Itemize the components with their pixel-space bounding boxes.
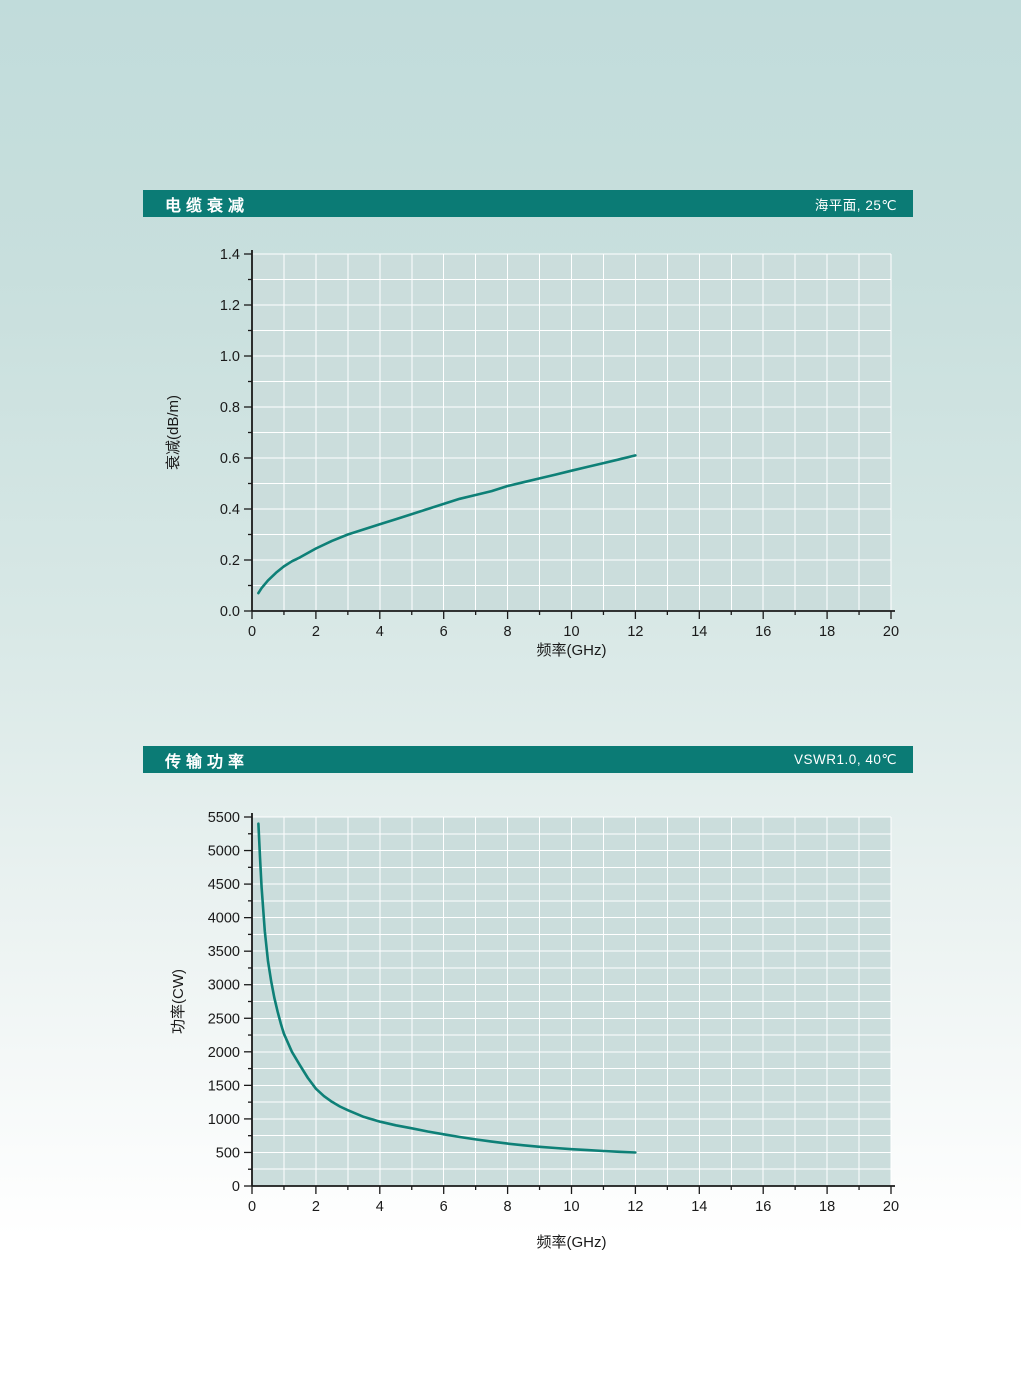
power-x-tick-label: 14	[691, 1199, 707, 1215]
power-x-tick-label: 20	[883, 1199, 899, 1215]
attenuation-y-tick-label: 0.4	[220, 502, 240, 518]
power-x-tick-label: 0	[248, 1199, 256, 1215]
attenuation-y-tick-label: 1.4	[220, 247, 240, 263]
power-x-tick-label: 16	[755, 1199, 771, 1215]
attenuation-title: 电缆衰减	[165, 197, 250, 215]
attenuation-tick-labels: 0 2 4 6 8 10 12 14 16 18 20 0.0 0.2 0.4 0.6 0.8 1.0 1.2 1.…	[220, 247, 899, 640]
power-chart-svg: 0 2 4 6 8 10 12 14 16 18 20 0 500 1000 1500 2000 2500 300…	[170, 810, 899, 1251]
attenuation-x-tick-label: 2	[312, 624, 320, 640]
power-y-tick-label: 500	[216, 1145, 240, 1161]
attenuation-x-tick-label: 8	[504, 624, 512, 640]
power-y-axis-title: 功率(CW)	[170, 969, 187, 1034]
attenuation-x-tick-label: 14	[691, 624, 707, 640]
attenuation-x-tick-label: 0	[248, 624, 256, 640]
attenuation-header-bar: 电缆衰减 海平面, 25℃	[143, 190, 913, 217]
power-y-tick-label: 1000	[208, 1112, 240, 1128]
power-y-tick-label: 2500	[208, 1011, 240, 1027]
power-y-tick-label: 3500	[208, 944, 240, 960]
power-gridlines	[252, 816, 892, 1186]
power-x-tick-label: 4	[376, 1199, 384, 1215]
power-x-tick-label: 12	[627, 1199, 643, 1215]
power-x-axis-title: 频率(GHz)	[537, 1234, 607, 1251]
attenuation-y-tick-label: 0.8	[220, 400, 240, 416]
power-x-tick-label: 10	[563, 1199, 579, 1215]
attenuation-y-tick-label: 0.0	[220, 604, 240, 620]
power-ticks	[244, 816, 892, 1194]
attenuation-x-tick-label: 4	[376, 624, 384, 640]
attenuation-y-tick-label: 1.0	[220, 349, 240, 365]
attenuation-x-tick-label: 6	[440, 624, 448, 640]
power-y-tick-label: 5000	[208, 844, 240, 860]
attenuation-x-axis-title: 频率(GHz)	[537, 642, 607, 659]
attenuation-axes	[251, 250, 895, 612]
attenuation-x-tick-label: 16	[755, 624, 771, 640]
attenuation-y-axis-title: 衰减(dB/m)	[165, 395, 182, 470]
power-y-tick-label: 3000	[208, 978, 240, 994]
power-tick-labels: 0 2 4 6 8 10 12 14 16 18 20 0 500 1000 1500 2000 2500 300…	[208, 810, 899, 1215]
power-y-tick-label: 4000	[208, 911, 240, 927]
attenuation-chart: 0 2 4 6 8 10 12 14 16 18 20 0.0 0.2 0.4 0.6 0.8 1.0 1.2 1.…	[150, 240, 920, 675]
attenuation-chart-svg: 0 2 4 6 8 10 12 14 16 18 20 0.0 0.2 0.4 0.6 0.8 1.0 1.2 1.…	[165, 247, 899, 659]
attenuation-x-tick-label: 12	[627, 624, 643, 640]
attenuation-curve	[257, 454, 637, 595]
attenuation-y-tick-label: 0.6	[220, 451, 240, 467]
power-axes	[251, 813, 895, 1187]
power-title: 传输功率	[165, 753, 250, 771]
attenuation-x-tick-label: 20	[883, 624, 899, 640]
power-x-tick-label: 8	[504, 1199, 512, 1215]
power-chart: 0 2 4 6 8 10 12 14 16 18 20 0 500 1000 1500 2000 2500 300…	[150, 800, 920, 1265]
power-y-tick-label: 2000	[208, 1045, 240, 1061]
attenuation-x-tick-label: 10	[563, 624, 579, 640]
attenuation-y-tick-label: 1.2	[220, 298, 240, 314]
power-header-bar: 传输功率 VSWR1.0, 40℃	[143, 746, 913, 773]
attenuation-ticks	[244, 253, 892, 619]
power-y-tick-label: 0	[232, 1179, 240, 1195]
power-condition: VSWR1.0, 40℃	[794, 751, 897, 767]
power-x-tick-label: 18	[819, 1199, 835, 1215]
attenuation-gridlines	[252, 253, 892, 611]
power-curve	[257, 822, 637, 1154]
power-y-tick-label: 4500	[208, 877, 240, 893]
power-y-tick-label: 5500	[208, 810, 240, 826]
power-y-tick-label: 1500	[208, 1078, 240, 1094]
power-x-tick-label: 6	[440, 1199, 448, 1215]
attenuation-condition: 海平面, 25℃	[814, 197, 897, 213]
attenuation-x-tick-label: 18	[819, 624, 835, 640]
attenuation-y-tick-label: 0.2	[220, 553, 240, 569]
power-x-tick-label: 2	[312, 1199, 320, 1215]
